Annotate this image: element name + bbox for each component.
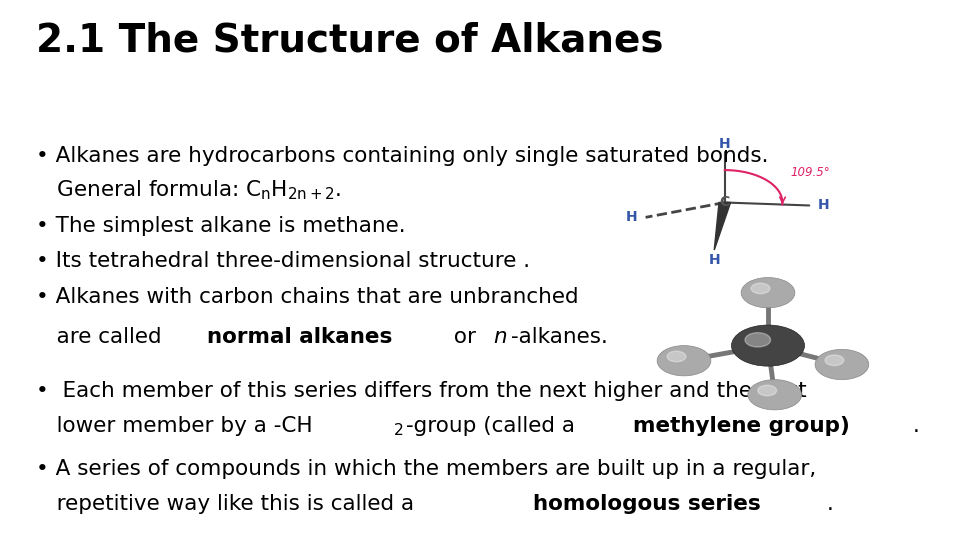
Circle shape: [732, 325, 804, 366]
Text: methylene group): methylene group): [633, 416, 850, 436]
Circle shape: [748, 380, 802, 410]
Text: lower member by a -CH: lower member by a -CH: [36, 416, 313, 436]
Circle shape: [741, 278, 795, 308]
Text: n: n: [492, 327, 507, 347]
Circle shape: [745, 333, 771, 347]
Circle shape: [815, 349, 869, 380]
Text: are called: are called: [36, 327, 169, 347]
Text: 2: 2: [394, 423, 403, 438]
Text: • Alkanes with carbon chains that are unbranched: • Alkanes with carbon chains that are un…: [36, 287, 579, 307]
Text: •  Each member of this series differs from the next higher and the next: • Each member of this series differs fro…: [36, 381, 807, 401]
Text: • Alkanes are hydrocarbons containing only single saturated bonds.: • Alkanes are hydrocarbons containing on…: [36, 146, 769, 166]
Text: • The simplest alkane is methane.: • The simplest alkane is methane.: [36, 216, 406, 236]
Circle shape: [657, 346, 710, 376]
Circle shape: [667, 351, 685, 362]
Text: -alkanes.: -alkanes.: [511, 327, 608, 347]
Circle shape: [757, 385, 777, 396]
Text: or: or: [446, 327, 483, 347]
Text: H: H: [708, 253, 720, 267]
Text: .: .: [913, 416, 920, 436]
Polygon shape: [714, 202, 731, 250]
Circle shape: [825, 355, 844, 366]
Text: C: C: [720, 195, 730, 210]
Text: • A series of compounds in which the members are built up in a regular,: • A series of compounds in which the mem…: [36, 459, 817, 479]
Circle shape: [751, 283, 770, 294]
Text: H: H: [719, 137, 731, 151]
Text: 109.5°: 109.5°: [790, 166, 829, 179]
Text: H: H: [818, 199, 829, 212]
Text: homologous series: homologous series: [533, 494, 761, 514]
Text: General formula: $\mathregular{C_nH_{2n+2}}$.: General formula: $\mathregular{C_nH_{2n+…: [36, 178, 342, 202]
Text: 2.1 The Structure of Alkanes: 2.1 The Structure of Alkanes: [36, 22, 664, 59]
Text: .: .: [828, 494, 834, 514]
Text: H: H: [625, 211, 637, 224]
Text: normal alkanes: normal alkanes: [207, 327, 393, 347]
Text: -group (called a: -group (called a: [406, 416, 582, 436]
Text: • Its tetrahedral three-dimensional structure .: • Its tetrahedral three-dimensional stru…: [36, 251, 531, 271]
Text: repetitive way like this is called a: repetitive way like this is called a: [36, 494, 421, 514]
